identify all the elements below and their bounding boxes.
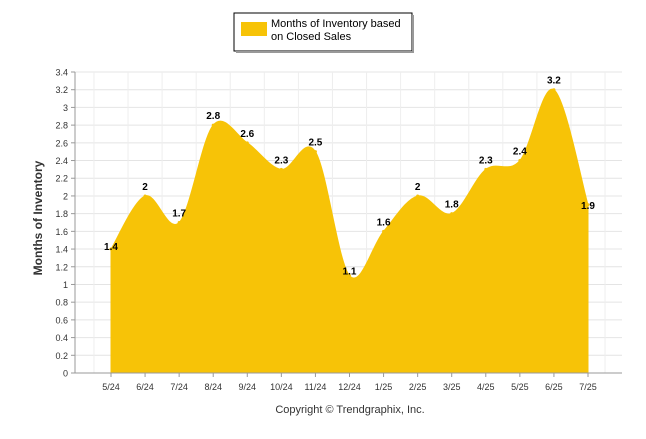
x-tick-label: 11/24 bbox=[304, 382, 326, 392]
data-label: 1.8 bbox=[445, 200, 459, 211]
data-point bbox=[382, 229, 386, 233]
y-tick-label: 1.2 bbox=[55, 262, 68, 272]
y-tick-label: 1.6 bbox=[55, 227, 68, 237]
data-point bbox=[143, 194, 147, 198]
data-labels: 1.4 2 1.7 2.8 2.6 2.3 2.5 1.1 1.6 2 1.8 2.3 2.4 3.2 1.… bbox=[104, 76, 595, 278]
y-tick-label: 3.4 bbox=[55, 68, 68, 78]
y-tick-label: 0.8 bbox=[55, 298, 68, 308]
axes bbox=[74, 72, 622, 374]
x-tick-label: 10/24 bbox=[270, 382, 293, 392]
x-tick-label: 7/25 bbox=[579, 382, 597, 392]
legend-box-shadow-bottom bbox=[236, 51, 414, 53]
data-label: 3.2 bbox=[547, 76, 561, 87]
legend-box bbox=[233, 12, 413, 52]
y-tick-label: 1 bbox=[63, 280, 68, 290]
legend-box-shadow-right bbox=[412, 15, 414, 53]
y-tick-label: 0.6 bbox=[55, 315, 68, 325]
x-tick-label: 7/24 bbox=[170, 382, 188, 392]
data-point bbox=[450, 212, 454, 216]
area-series bbox=[109, 88, 590, 374]
y-tick-label: 2.4 bbox=[55, 156, 68, 166]
data-point bbox=[313, 150, 317, 154]
x-tick-label: 6/24 bbox=[136, 382, 154, 392]
data-point bbox=[518, 159, 522, 163]
y-axis-ticks: 0 0.2 0.4 0.6 0.8 1 1.2 1.4 1.6 1.8 2 2.2 2.4 2.6 2.8 3… bbox=[55, 68, 75, 379]
y-tick-label: 2.8 bbox=[55, 121, 68, 131]
data-label: 2.8 bbox=[206, 111, 220, 122]
x-tick-label: 1/25 bbox=[375, 382, 393, 392]
legend-swatch bbox=[241, 22, 267, 36]
data-point bbox=[348, 274, 351, 278]
legend-label-line2: on Closed Sales bbox=[271, 31, 352, 43]
y-tick-label: 1.8 bbox=[55, 209, 68, 219]
y-tick-label: 3.2 bbox=[55, 85, 68, 95]
x-tick-label: 5/24 bbox=[102, 382, 120, 392]
x-tick-label: 5/25 bbox=[511, 382, 529, 392]
data-point bbox=[416, 194, 420, 198]
data-label: 2.4 bbox=[513, 147, 527, 158]
data-label: 1.4 bbox=[104, 242, 118, 253]
legend: Months of Inventory based on Closed Sale… bbox=[233, 12, 414, 53]
y-axis-title: Months of Inventory bbox=[31, 160, 45, 275]
x-tick-label: 8/24 bbox=[204, 382, 222, 392]
copyright-text: Copyright © Trendgraphix, Inc. bbox=[275, 404, 424, 416]
data-label: 2.3 bbox=[479, 155, 493, 166]
y-tick-label: 0 bbox=[63, 369, 68, 379]
data-label: 1.9 bbox=[581, 201, 595, 212]
data-point bbox=[279, 167, 283, 171]
data-label: 2.6 bbox=[240, 129, 254, 140]
y-tick-label: 3 bbox=[63, 103, 68, 113]
x-tick-label: 9/24 bbox=[239, 382, 257, 392]
legend-label-line1: Months of Inventory based bbox=[271, 18, 401, 30]
data-point bbox=[109, 247, 113, 251]
x-tick-label: 6/25 bbox=[545, 382, 563, 392]
y-tick-label: 2.6 bbox=[55, 138, 68, 148]
data-point bbox=[177, 221, 181, 224]
data-point bbox=[552, 88, 556, 92]
x-tick-label: 4/25 bbox=[477, 382, 495, 392]
x-tick-label: 3/25 bbox=[443, 382, 461, 392]
y-tick-label: 2.2 bbox=[55, 174, 68, 184]
x-axis-ticks: 5/24 6/24 7/24 8/24 9/24 10/24 11/24 12/24 1/25 2… bbox=[102, 373, 597, 392]
y-tick-label: 1.4 bbox=[55, 245, 68, 255]
data-label: 2 bbox=[415, 182, 421, 193]
x-tick-label: 2/25 bbox=[409, 382, 427, 392]
data-point bbox=[211, 123, 215, 127]
data-point bbox=[245, 141, 249, 145]
y-tick-label: 0.4 bbox=[55, 333, 68, 343]
data-point bbox=[586, 203, 590, 207]
data-label: 1.7 bbox=[172, 209, 186, 220]
data-label: 2.3 bbox=[274, 155, 288, 166]
data-label: 1.6 bbox=[377, 217, 391, 228]
y-tick-label: 2 bbox=[63, 191, 68, 201]
data-point bbox=[484, 167, 488, 171]
data-label: 2.5 bbox=[308, 138, 322, 149]
y-tick-label: 0.2 bbox=[55, 351, 68, 361]
data-label: 2 bbox=[142, 182, 148, 193]
data-label: 1.1 bbox=[343, 267, 357, 278]
x-tick-label: 12/24 bbox=[338, 382, 361, 392]
